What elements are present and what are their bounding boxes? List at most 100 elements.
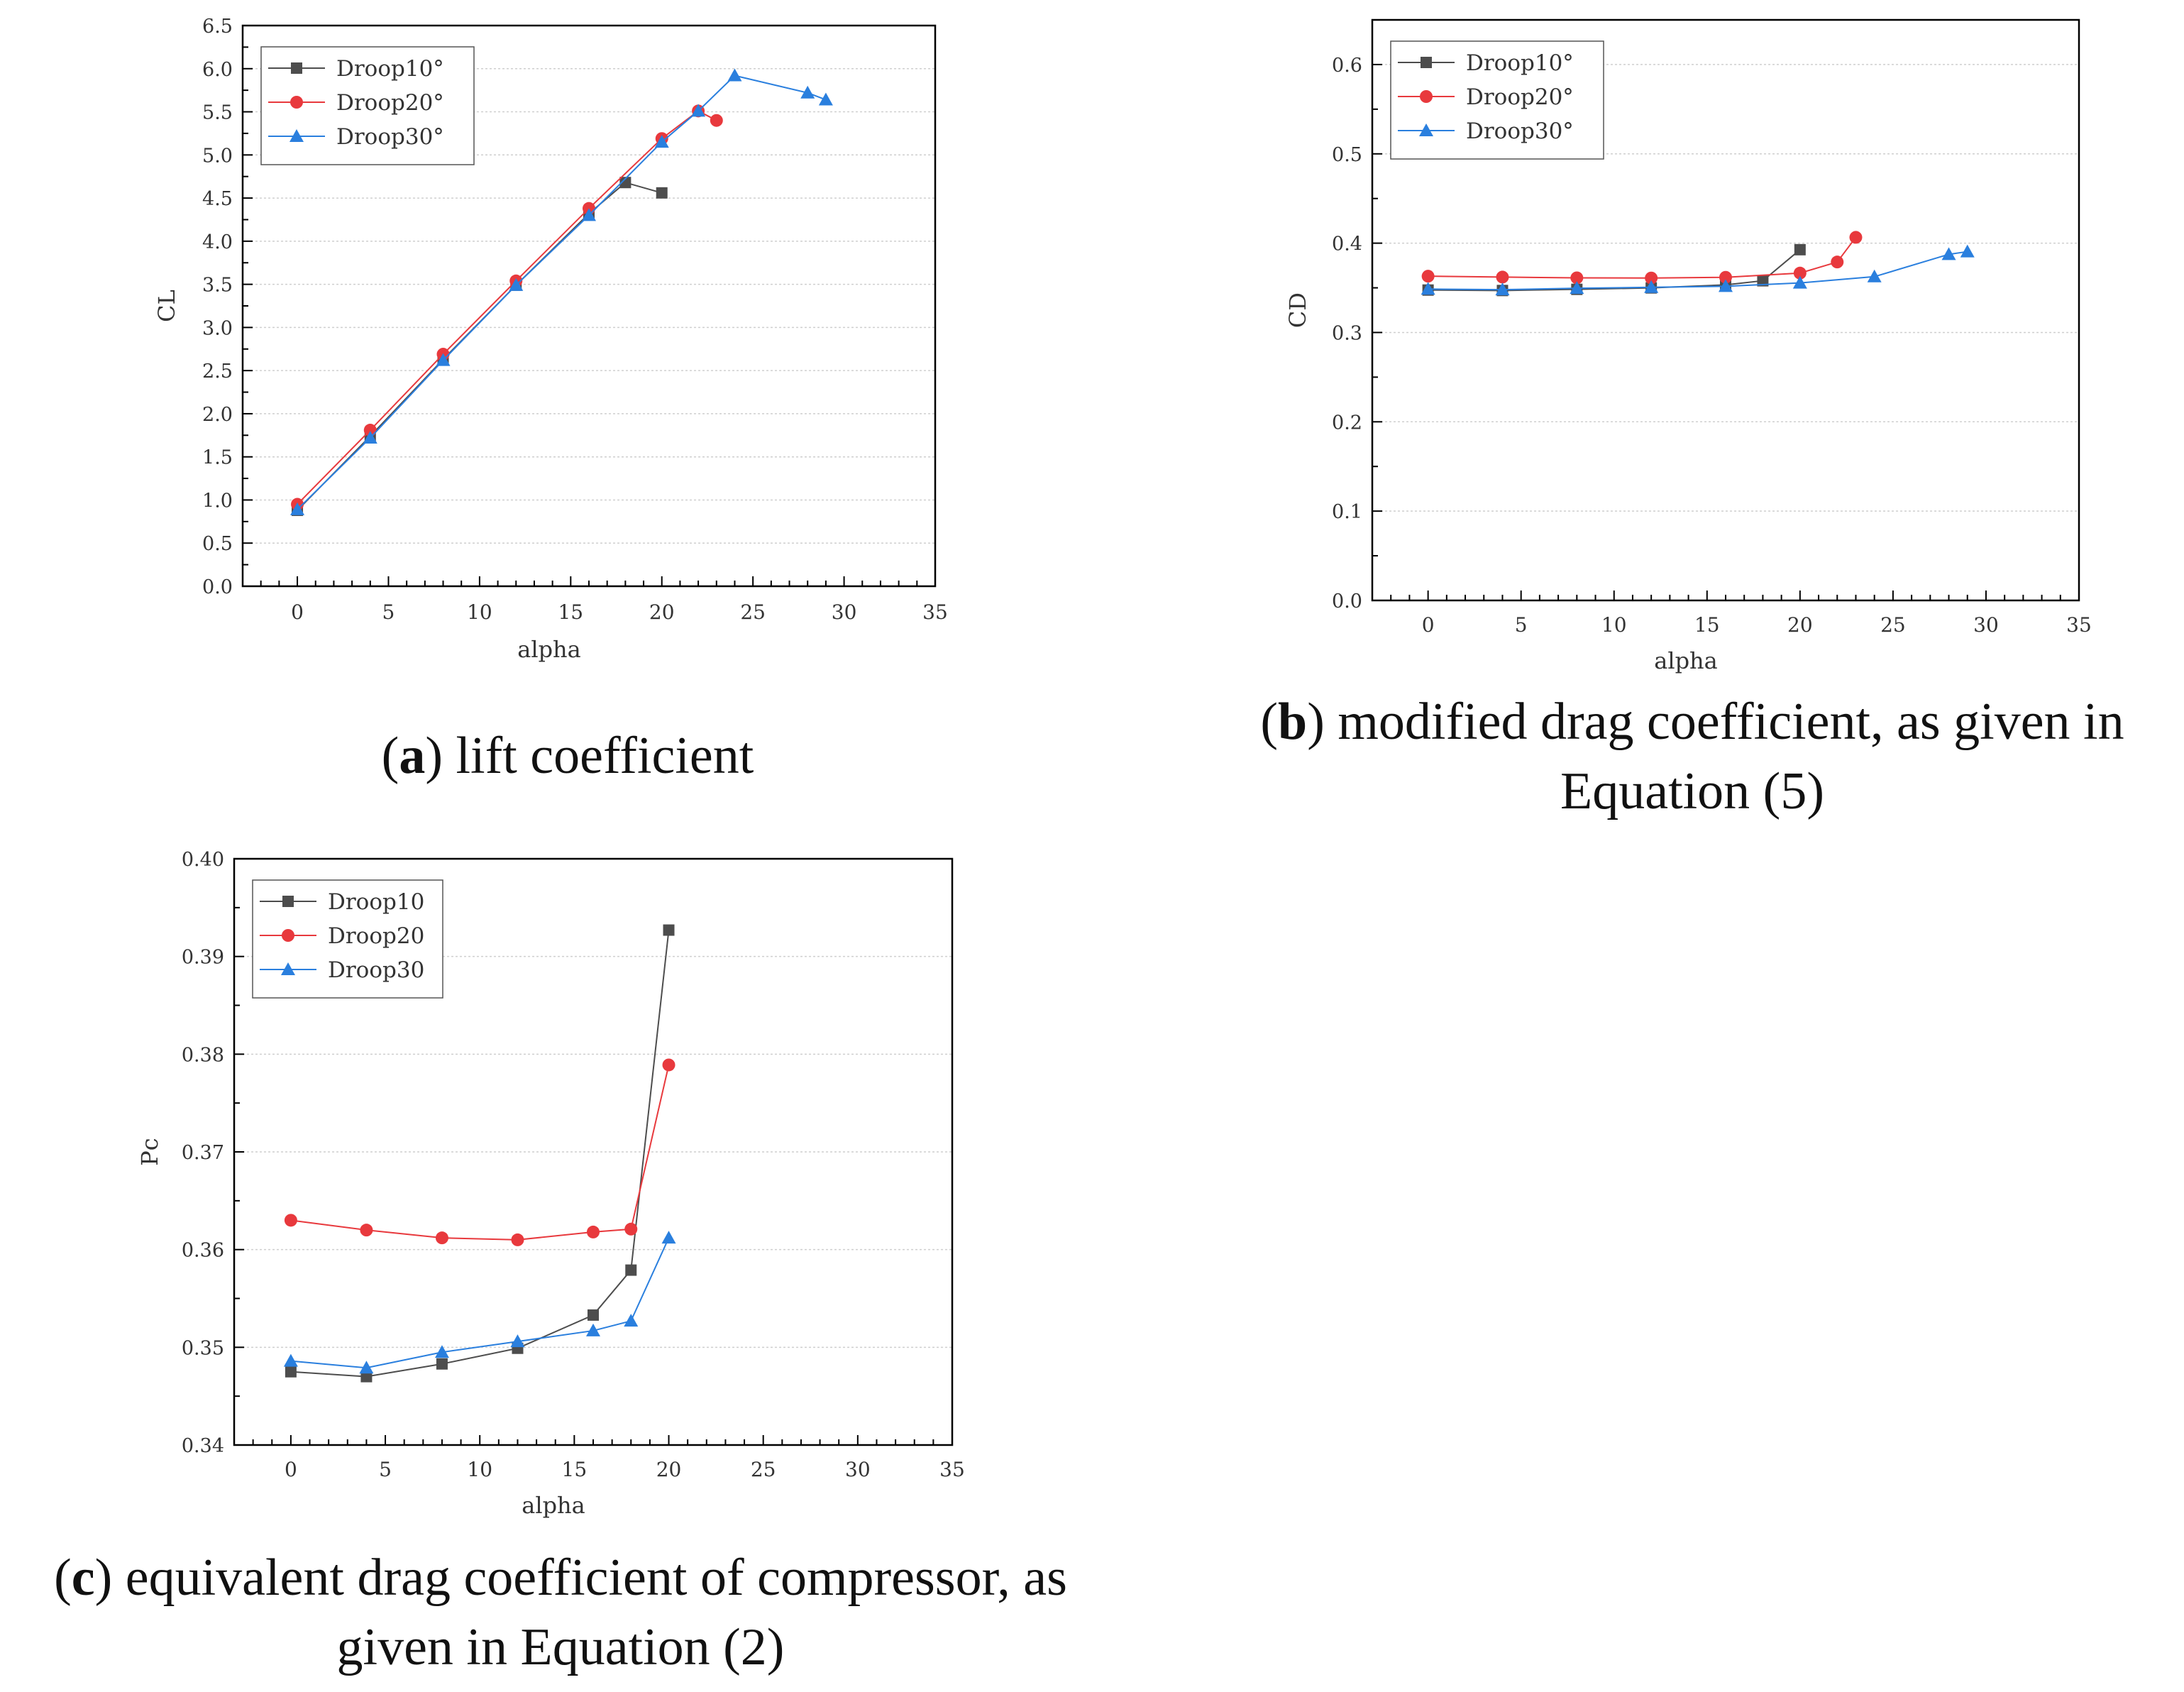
x-tick-label: 20 (656, 1458, 682, 1481)
y-tick-label: 0.1 (1332, 501, 1362, 523)
y-tick-label: 0.2 (1332, 412, 1362, 434)
x-tick-label: 10 (467, 600, 492, 624)
legend-marker (1420, 90, 1433, 103)
y-tick-label: 0.36 (182, 1240, 224, 1262)
y-tick-label: 0.3 (1332, 322, 1362, 344)
legend-marker (282, 896, 294, 907)
legend-label: Droop20 (328, 923, 424, 949)
data-point-2 (283, 1353, 298, 1367)
caption-c-line1: (c) equivalent drag coefficient of compr… (54, 1549, 1067, 1607)
y-tick-label: 0.0 (1332, 590, 1362, 612)
x-tick-label: 10 (467, 1458, 492, 1481)
data-point-1 (624, 1222, 638, 1236)
data-point-2 (818, 92, 833, 106)
x-tick-label: 0 (291, 600, 304, 624)
data-point-1 (1570, 271, 1584, 285)
data-point-2 (691, 104, 706, 117)
legend-label: Droop20° (1466, 84, 1574, 110)
plot-frame (233, 857, 954, 1446)
y-tick-label: 0.40 (182, 849, 224, 871)
data-point-2 (661, 1231, 676, 1244)
series-line-2 (297, 75, 827, 510)
x-tick-label: 35 (939, 1458, 965, 1481)
data-point-1 (587, 1225, 600, 1238)
legend-marker (1419, 123, 1433, 136)
legend-marker (281, 962, 295, 975)
x-tick-label: 20 (1787, 613, 1813, 637)
legend-marker (290, 96, 303, 109)
y-tick-label: 1.0 (202, 490, 233, 512)
x-tick-label: 20 (649, 600, 675, 624)
data-point-0 (619, 177, 632, 189)
data-point-2 (436, 353, 451, 366)
x-tick-label: 0 (285, 1458, 297, 1481)
data-point-0 (1794, 243, 1806, 256)
plot-frame (1371, 18, 2080, 602)
caption-b-text-line2: Equation (5) (1560, 762, 1824, 820)
data-point-2 (727, 68, 742, 82)
data-point-1 (1831, 256, 1844, 269)
data-point-2 (1421, 282, 1435, 295)
legend-label: Droop20° (336, 90, 444, 116)
y-tick-label: 3.5 (202, 275, 233, 297)
data-point-2 (1495, 282, 1510, 296)
data-point-0 (360, 1370, 373, 1383)
series-line-1 (290, 1065, 670, 1241)
x-tick-label: 15 (562, 1458, 588, 1481)
data-point-1 (360, 1224, 373, 1237)
data-point-2 (586, 1323, 600, 1336)
y-tick-label: 0.37 (182, 1142, 224, 1164)
data-point-2 (582, 208, 596, 221)
legend-label: Droop10° (1466, 50, 1574, 76)
series-line-2 (290, 1237, 670, 1369)
data-point-1 (435, 1231, 448, 1245)
data-point-2 (1867, 269, 1882, 282)
data-point-1 (710, 114, 723, 127)
data-point-0 (1757, 275, 1769, 287)
x-tick-label: 10 (1601, 613, 1627, 637)
y-tick-label: 0.39 (182, 947, 224, 969)
data-point-1 (1849, 231, 1863, 244)
legend-label: Droop10 (328, 889, 424, 915)
data-point-2 (624, 1314, 639, 1327)
series-line-2 (1428, 251, 1968, 291)
data-point-2 (510, 1334, 525, 1348)
y-tick-label: 3.0 (202, 317, 233, 339)
legend-marker (1421, 57, 1432, 68)
x-tick-label: 15 (558, 600, 583, 624)
caption-c-letter: c (71, 1549, 95, 1607)
data-point-2 (1960, 244, 1975, 258)
data-point-1 (284, 1214, 297, 1227)
data-point-2 (1644, 280, 1659, 293)
x-axis-label: alpha (517, 636, 580, 663)
y-tick-label: 5.0 (202, 145, 233, 167)
y-axis-label: CD (1284, 292, 1311, 328)
caption-a-text: lift coefficient (456, 727, 754, 785)
data-point-0 (436, 1358, 448, 1370)
data-point-2 (654, 135, 669, 148)
caption-c-text-line2: given in Equation (2) (336, 1618, 785, 1676)
data-point-2 (1719, 279, 1733, 292)
y-tick-label: 0.5 (1332, 144, 1362, 166)
data-point-2 (1941, 247, 1956, 260)
y-tick-label: 4.5 (202, 188, 233, 210)
data-point-1 (363, 424, 377, 437)
x-tick-label: 0 (1422, 613, 1435, 637)
x-tick-label: 30 (845, 1458, 871, 1481)
legend-label: Droop30° (336, 124, 444, 150)
data-point-0 (625, 1264, 637, 1276)
y-tick-label: 2.5 (202, 361, 233, 383)
caption-c-text-line1: equivalent drag coefficient of compresso… (125, 1549, 1067, 1607)
caption-b-line1: (b) modified drag coefficient, as given … (1260, 693, 2124, 751)
data-point-1 (1793, 266, 1807, 280)
caption-a: (a) lift coefficient (381, 727, 754, 785)
data-point-2 (1792, 275, 1807, 289)
legend-marker (282, 929, 294, 942)
series-line-1 (1428, 236, 1857, 279)
x-tick-label: 15 (1694, 613, 1720, 637)
data-point-2 (1570, 281, 1584, 295)
caption-b-letter: b (1278, 693, 1308, 751)
x-tick-label: 5 (382, 600, 395, 624)
x-tick-label: 30 (832, 600, 857, 624)
